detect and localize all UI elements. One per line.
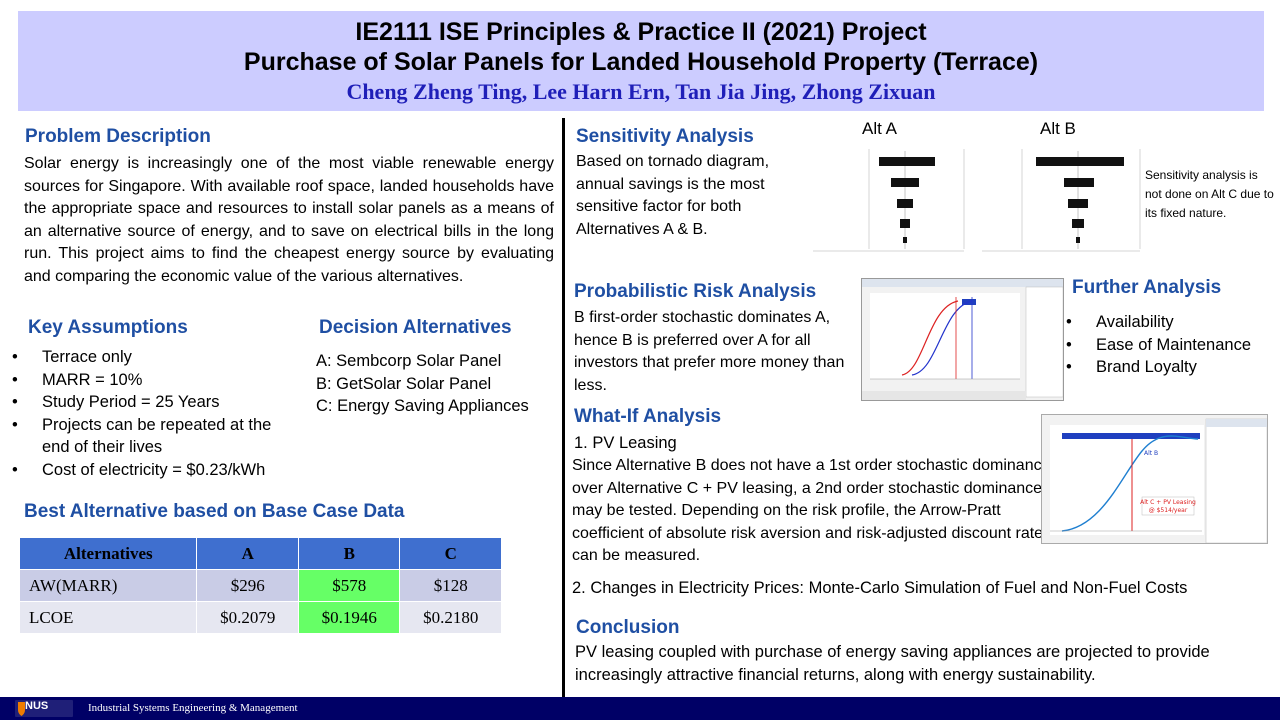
risk-text: B first-order stochastic dominates A, he… (574, 309, 845, 394)
list-item: Projects can be repeated at the end of t… (12, 414, 282, 459)
decision-item-c: C: Energy Saving Appliances (316, 397, 529, 415)
whatif-item1-title: 1. PV Leasing (574, 434, 677, 452)
tornado-chart-alt-a (809, 141, 969, 263)
list-item: Terrace only (12, 346, 302, 369)
list-item: MARR = 10% (12, 369, 302, 392)
list-item: Availability (1066, 311, 1276, 334)
tornado-chart-alt-b (978, 141, 1143, 263)
conclusion-text: PV leasing coupled with purchase of ener… (575, 643, 1210, 684)
table-row: AW(MARR) $296 $578 $128 (18, 569, 502, 602)
table-header-row: Alternatives A B C (18, 537, 502, 570)
list-item: Study Period = 25 Years (12, 391, 302, 414)
problem-text: Solar energy is increasingly one of the … (24, 155, 554, 285)
decision-item-a: A: Sembcorp Solar Panel (316, 352, 502, 370)
list-item: Brand Loyalty (1066, 356, 1276, 379)
poster-title-line1: IE2111 ISE Principles & Practice II (202… (355, 18, 927, 46)
table-cell: AW(MARR) (18, 569, 198, 602)
list-item: Cost of electricity = $0.23/kWh (12, 459, 302, 482)
risk-title: Probabilistic Risk Analysis (574, 281, 817, 302)
decision-list: A: Sembcorp Solar Panel B: GetSolar Sola… (316, 350, 561, 418)
risk-profile-chart (861, 278, 1064, 401)
column-divider (562, 118, 565, 698)
svg-text:Alt B: Alt B (1144, 450, 1158, 457)
assumptions-list: Terrace only MARR = 10% Study Period = 2… (12, 346, 302, 481)
svg-text:Alt C + PV Leasing: Alt C + PV Leasing (1140, 499, 1196, 506)
decision-item-b: B: GetSolar Solar Panel (316, 374, 492, 393)
poster-header: IE2111 ISE Principles & Practice II (202… (18, 11, 1264, 111)
sensitivity-note: Sensitivity analysis is not done on Alt … (1145, 168, 1274, 220)
svg-text:@ $514/year: @ $514/year (1149, 507, 1188, 514)
table-cell: $296 (196, 569, 299, 602)
sensitivity-title: Sensitivity Analysis (576, 126, 754, 147)
department-name: Industrial Systems Engineering & Managem… (88, 702, 298, 714)
whatif-item2: 2. Changes in Electricity Prices: Monte-… (572, 579, 1188, 597)
pv-leasing-chart: Alt C + PV Leasing @ $514/year Alt B (1041, 414, 1268, 544)
further-title: Further Analysis (1072, 277, 1222, 298)
list-item: Ease of Maintenance (1066, 334, 1276, 357)
decision-title: Decision Alternatives (319, 317, 512, 338)
table-header-cell: C (399, 537, 502, 570)
nus-logo-icon (15, 700, 73, 717)
table-cell: LCOE (18, 601, 198, 634)
best-alternative-table: Alternatives A B C AW(MARR) $296 $578 $1… (18, 537, 502, 634)
table-header-cell: Alternatives (18, 537, 198, 570)
table-cell: $0.2079 (196, 601, 299, 634)
authors: Cheng Zheng Ting, Lee Harn Ern, Tan Jia … (346, 79, 936, 104)
whatif-item1-text: Since Alternative B does not have a 1st … (572, 457, 1051, 564)
assumptions-title: Key Assumptions (28, 317, 188, 338)
table-row: LCOE $0.2079 $0.1946 $0.2180 (18, 601, 502, 634)
footer-bar: NUS Industrial Systems Engineering & Man… (0, 697, 1280, 720)
alt-b-label: Alt B (1040, 119, 1076, 138)
nus-logo-text: NUS (25, 700, 49, 712)
conclusion-title: Conclusion (576, 617, 680, 638)
table-header-cell: A (196, 537, 299, 570)
table-cell-best: $578 (297, 569, 401, 602)
table-header-cell: B (297, 537, 401, 570)
table-cell: $128 (399, 569, 502, 602)
table-cell: $0.2180 (399, 601, 502, 634)
sensitivity-text: Based on tornado diagram, annual savings… (576, 153, 770, 238)
poster-title-line2: Purchase of Solar Panels for Landed Hous… (243, 48, 1039, 76)
table-cell-best: $0.1946 (297, 601, 401, 634)
best-alternative-title: Best Alternative based on Base Case Data (24, 501, 405, 522)
whatif-title: What-If Analysis (574, 406, 722, 427)
problem-title: Problem Description (25, 126, 211, 147)
alt-a-label: Alt A (862, 119, 897, 138)
further-list: Availability Ease of Maintenance Brand L… (1066, 311, 1276, 379)
